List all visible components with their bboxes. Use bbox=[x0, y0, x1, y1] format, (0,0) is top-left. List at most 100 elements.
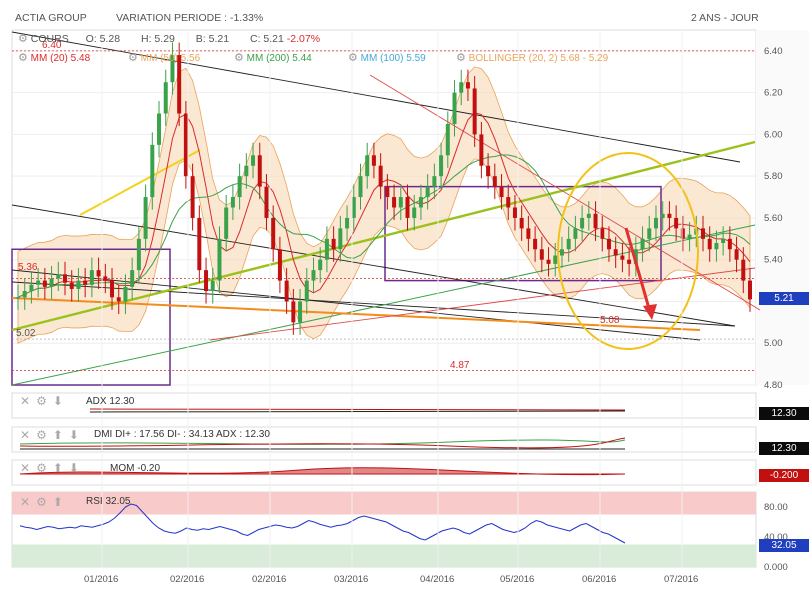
candle-body bbox=[83, 280, 88, 285]
candle-body bbox=[412, 207, 417, 218]
candle-body bbox=[445, 123, 450, 156]
candle-body bbox=[358, 176, 363, 198]
candle-body bbox=[16, 297, 20, 299]
candle-body bbox=[559, 249, 564, 256]
y-tick-label: 5.00 bbox=[764, 338, 783, 349]
arrow-head bbox=[643, 304, 657, 320]
period-variation: VARIATION PERIODE : -1.33% bbox=[116, 12, 264, 24]
trend-line-green bbox=[11, 224, 756, 386]
candle-body bbox=[633, 249, 638, 264]
legend-mm200[interactable]: ⚙ MM (200) 5.44 bbox=[234, 52, 312, 64]
candle-body bbox=[566, 238, 571, 250]
candle-body bbox=[405, 197, 410, 218]
close-icon[interactable]: ✕ bbox=[20, 495, 37, 509]
ma20-line bbox=[17, 112, 751, 298]
legend-mm50[interactable]: ⚙ MM (50) 5.56 bbox=[128, 52, 201, 64]
gear-icon[interactable]: ⚙ bbox=[18, 33, 28, 45]
gear-icon[interactable]: ⚙ bbox=[348, 52, 358, 64]
trend-line-yellow bbox=[79, 149, 201, 216]
candle-body bbox=[197, 217, 202, 271]
candle-body bbox=[653, 217, 658, 229]
y-tick-label: 4.80 bbox=[764, 380, 783, 391]
period-selector[interactable]: 2 ANS - JOUR bbox=[691, 12, 759, 24]
y-tick-label: 5.80 bbox=[764, 171, 783, 182]
adx-controls[interactable]: ✕⚙⬇ bbox=[20, 394, 69, 408]
x-tick-label: 01/2016 bbox=[84, 574, 118, 585]
candle-body bbox=[69, 282, 74, 289]
adx-tag: 12.30 bbox=[759, 407, 809, 420]
trend-line-green bbox=[11, 140, 756, 332]
range-box bbox=[11, 248, 171, 386]
candle-body bbox=[418, 197, 423, 208]
candle-body bbox=[680, 228, 685, 239]
gear-icon[interactable]: ⚙ bbox=[36, 495, 53, 509]
arrow-up-icon[interactable]: ⬆ bbox=[52, 461, 69, 475]
arrow-down-icon[interactable]: ⬇ bbox=[68, 428, 85, 442]
level-annotation: 4.87 bbox=[450, 360, 470, 371]
gear-icon[interactable]: ⚙ bbox=[18, 52, 28, 64]
gear-icon[interactable]: ⚙ bbox=[456, 52, 466, 64]
gear-icon[interactable]: ⚙ bbox=[128, 52, 138, 64]
range-box bbox=[384, 185, 662, 282]
gear-icon[interactable]: ⚙ bbox=[36, 428, 53, 442]
candle-body bbox=[519, 217, 524, 229]
legend-bollinger[interactable]: ⚙ BOLLINGER (20, 2) 5.68 - 5.29 bbox=[456, 52, 609, 64]
candle-body bbox=[748, 280, 752, 300]
rsi-controls[interactable]: ✕⚙⬆ bbox=[20, 495, 69, 509]
stock-name: ACTIA GROUP bbox=[15, 12, 87, 24]
candle-body bbox=[492, 176, 497, 187]
candle-body bbox=[157, 113, 162, 145]
level-annotation: 5.02 bbox=[16, 328, 36, 339]
gear-icon[interactable]: ⚙ bbox=[36, 394, 53, 408]
candle-body bbox=[499, 186, 504, 198]
x-tick-label: 02/2016 bbox=[170, 574, 204, 585]
legend-mm20[interactable]: ⚙ MM (20) 5.48 bbox=[18, 52, 91, 64]
support-line bbox=[11, 297, 701, 331]
gear-icon[interactable]: ⚙ bbox=[36, 461, 53, 475]
candle-body bbox=[251, 155, 256, 166]
dmi-tag: 12.30 bbox=[759, 442, 809, 455]
legend-mm100[interactable]: ⚙ MM (100) 5.59 bbox=[348, 52, 426, 64]
candle-body bbox=[36, 280, 41, 285]
dmi-controls[interactable]: ✕⚙⬆⬇ bbox=[20, 428, 85, 442]
candle-body bbox=[351, 197, 356, 218]
candle-body bbox=[123, 286, 128, 302]
dmi-title: DMI DI+ : 17.56 DI- : 34.13 ADX : 12.30 bbox=[94, 429, 270, 440]
candle-body bbox=[96, 270, 101, 277]
candle-body bbox=[190, 176, 195, 218]
close-icon[interactable]: ✕ bbox=[20, 428, 37, 442]
candle-body bbox=[727, 238, 732, 250]
trend-line-red bbox=[369, 74, 761, 311]
dmi-panel bbox=[11, 426, 757, 453]
candle-body bbox=[600, 228, 605, 239]
candle-body bbox=[472, 88, 477, 135]
gear-icon[interactable]: ⚙ bbox=[234, 52, 244, 64]
ohlc-close: C: 5.21 bbox=[250, 33, 284, 45]
arrow-up-icon[interactable]: ⬆ bbox=[52, 495, 69, 509]
candle-body bbox=[465, 82, 470, 89]
candle-body bbox=[398, 197, 403, 208]
candle-body bbox=[291, 301, 296, 323]
candle-body bbox=[593, 213, 598, 229]
candle-body bbox=[230, 197, 235, 208]
mom-controls[interactable]: ✕⚙⬆⬇ bbox=[20, 461, 85, 475]
arrow-down-icon[interactable]: ⬇ bbox=[68, 461, 85, 475]
candle-body bbox=[244, 165, 249, 177]
candle-body bbox=[318, 259, 323, 271]
candle-body bbox=[479, 134, 484, 166]
close-icon[interactable]: ✕ bbox=[20, 461, 37, 475]
candle-body bbox=[217, 238, 222, 281]
candle-body bbox=[378, 165, 383, 187]
arrow-down-icon[interactable]: ⬇ bbox=[52, 394, 69, 408]
arrow-up-icon[interactable]: ⬆ bbox=[52, 428, 69, 442]
candle-body bbox=[277, 249, 282, 281]
close-icon[interactable]: ✕ bbox=[20, 394, 37, 408]
y-tick-label: 6.00 bbox=[764, 129, 783, 140]
candle-body bbox=[237, 176, 242, 198]
level-annotation: 6.40 bbox=[42, 40, 62, 51]
level-annotation: 5.08 bbox=[600, 315, 620, 326]
candle-body bbox=[311, 270, 316, 281]
y-tick-label: 6.20 bbox=[764, 88, 783, 99]
